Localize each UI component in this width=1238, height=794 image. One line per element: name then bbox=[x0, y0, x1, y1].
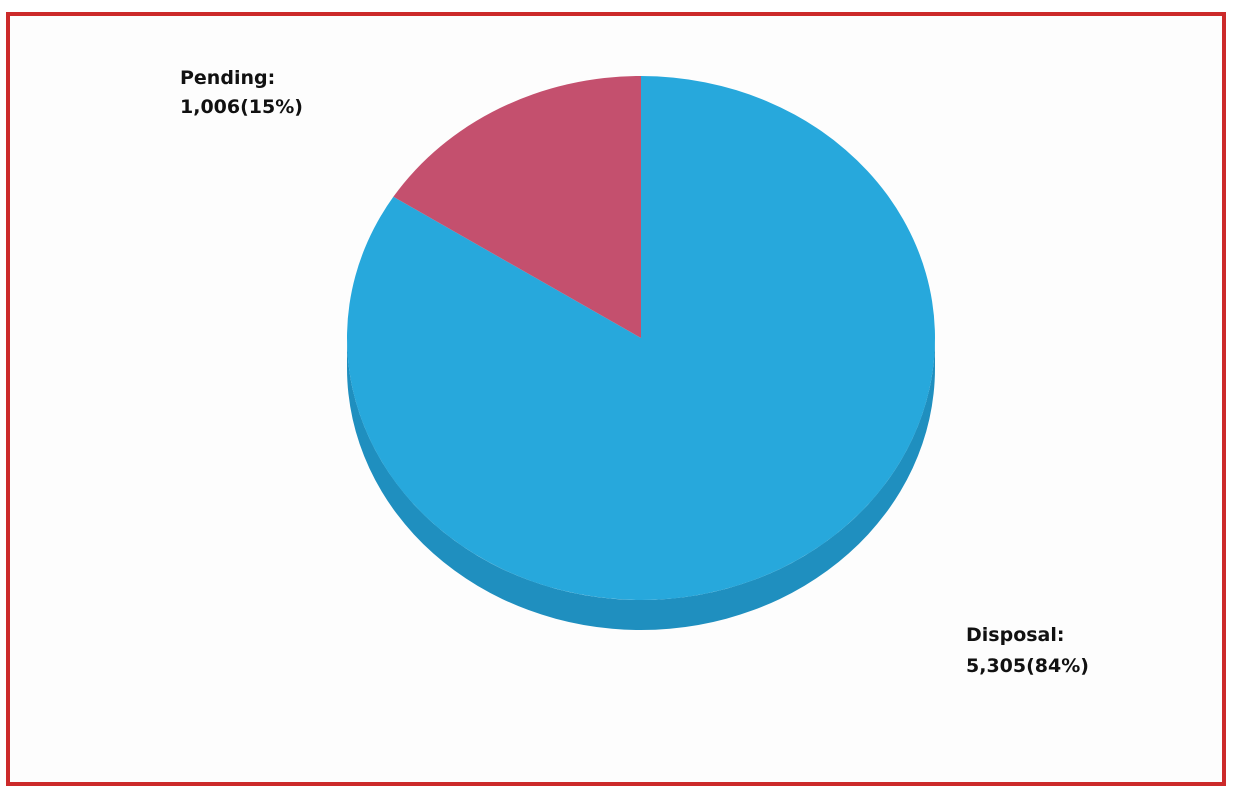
label-pending-value: 1,006(15%) bbox=[180, 96, 303, 118]
pie-top-layer bbox=[347, 76, 935, 600]
label-disposal-value: 5,305(84%) bbox=[966, 655, 1089, 677]
label-disposal-name: Disposal: bbox=[966, 624, 1065, 646]
pie-slice-pending[interactable] bbox=[393, 76, 641, 338]
label-pending: Pending: 1,006(15%) bbox=[180, 67, 303, 118]
label-pending-name: Pending: bbox=[180, 67, 275, 89]
label-disposal: Disposal: 5,305(84%) bbox=[966, 624, 1089, 677]
